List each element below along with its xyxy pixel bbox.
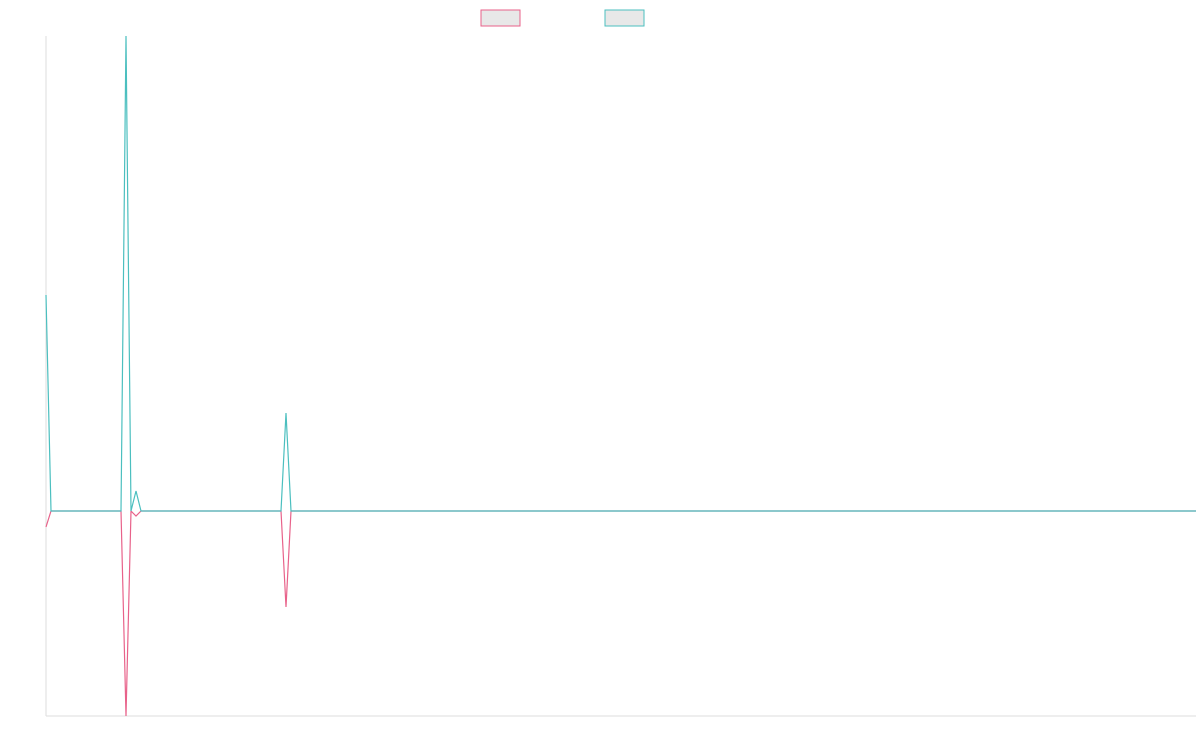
- series-line: [45, 509, 1196, 717]
- series-line: [45, 35, 1196, 512]
- legend-swatch: [604, 9, 645, 27]
- legend-swatch: [480, 9, 521, 27]
